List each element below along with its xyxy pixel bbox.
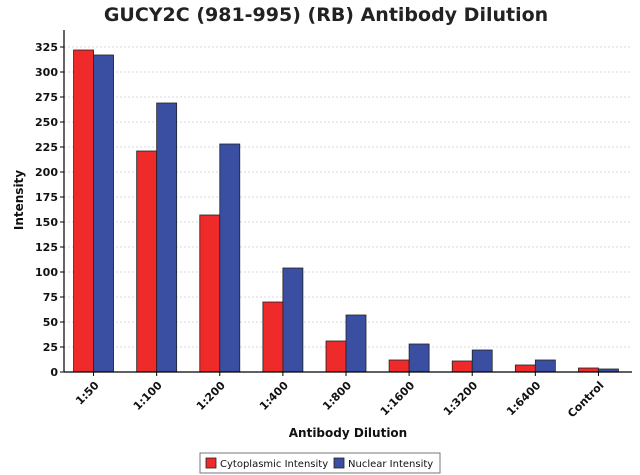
y-tick-label: 200	[35, 166, 58, 179]
x-tick-label: 1:6400	[504, 379, 544, 419]
gridlines	[64, 46, 632, 348]
legend-label: Nuclear Intensity	[348, 459, 433, 470]
x-tick-label: 1:1600	[378, 379, 418, 419]
y-tick-label: 325	[35, 41, 58, 54]
chart-title: GUCY2C (981-995) (RB) Antibody Dilution	[104, 4, 548, 26]
legend-swatch	[205, 457, 217, 469]
y-tick-labels: 0 25 50 75 100 125 150 175 200 225 250 275 300 325	[35, 41, 64, 379]
y-tick-label: 250	[35, 116, 58, 129]
bar-cytoplasmic	[136, 150, 158, 373]
y-tick-label: 75	[43, 291, 58, 304]
legend: Cytoplasmic Intensity Nuclear Intensity	[199, 452, 441, 474]
y-tick-label: 50	[43, 316, 59, 329]
x-tick-label: 1:50	[73, 379, 102, 408]
x-tick-label: 1:3200	[441, 379, 481, 419]
legend-label: Cytoplasmic Intensity	[220, 459, 328, 470]
y-tick-label: 0	[50, 366, 58, 379]
x-tick-label: 1:100	[131, 379, 165, 413]
bar-cytoplasmic	[514, 364, 536, 373]
y-tick-label: 225	[35, 141, 58, 154]
bar-nuclear	[471, 349, 493, 373]
bars	[73, 49, 619, 373]
bar-cytoplasmic	[199, 214, 221, 373]
bar-nuclear	[534, 359, 556, 373]
x-tick-labels: 1:50 1:100 1:200 1:400 1:800 1:1600 1:3200 1:64…	[73, 372, 607, 420]
x-tick-label: 1:400	[257, 379, 291, 413]
legend-box	[199, 452, 441, 474]
legend-swatch	[333, 457, 345, 469]
bar-nuclear	[156, 102, 178, 373]
x-tick-label: 1:200	[194, 379, 228, 413]
bar-nuclear	[282, 267, 304, 373]
x-axis-label: Antibody Dilution	[289, 426, 407, 440]
y-tick-label: 100	[35, 266, 58, 279]
bar-cytoplasmic	[73, 49, 94, 373]
y-tick-label: 25	[43, 341, 58, 354]
bar-cytoplasmic	[262, 301, 284, 373]
bar-cytoplasmic	[388, 359, 410, 373]
y-axis-label: Intensity	[12, 170, 26, 230]
y-tick-label: 150	[35, 216, 58, 229]
x-tick-label: Control	[565, 379, 606, 420]
bar-cytoplasmic	[325, 340, 347, 373]
bar-nuclear	[219, 143, 241, 373]
bar-nuclear	[408, 343, 430, 373]
y-tick-label: 175	[35, 191, 58, 204]
bar-nuclear	[93, 54, 114, 373]
y-tick-label: 125	[35, 241, 58, 254]
bar-cytoplasmic	[451, 360, 473, 373]
y-tick-label: 300	[35, 66, 58, 79]
x-tick-label: 1:800	[320, 379, 354, 413]
bar-nuclear	[345, 314, 367, 373]
y-tick-label: 275	[35, 91, 58, 104]
